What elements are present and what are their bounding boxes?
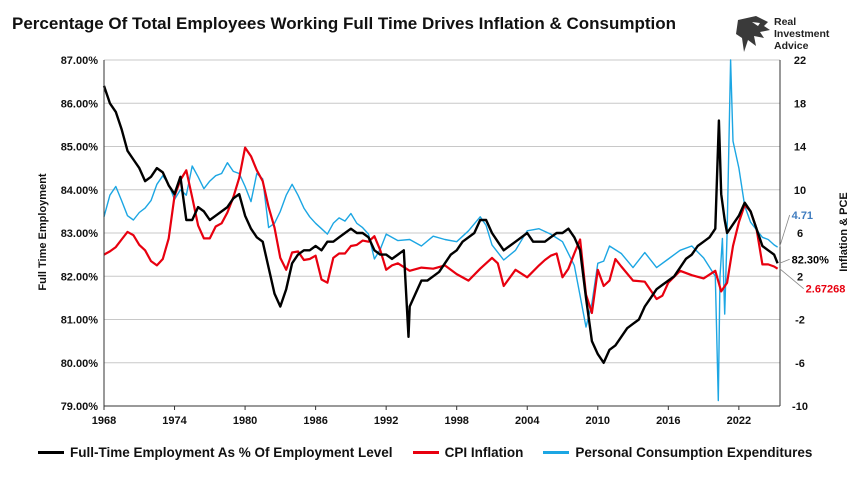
y-tick-right: -2 xyxy=(795,315,805,327)
brand-line-3: Advice xyxy=(774,40,809,52)
y-axis-label-left: Full Time Employment xyxy=(37,173,49,290)
annotation-label: 4.71 xyxy=(792,210,813,222)
line-chart: 79.00% 80.00% 81.00% 82.00% 83.00% 84.00% 85.0… xyxy=(37,55,850,427)
annotation-label: 82.30% xyxy=(792,254,830,266)
eagle-head-icon xyxy=(736,16,770,52)
gridlines xyxy=(104,59,780,407)
series-cpi-line xyxy=(103,146,779,315)
x-tick: 2004 xyxy=(515,415,540,427)
series-employment-line xyxy=(102,85,779,364)
brand-line-1: Real xyxy=(774,16,797,28)
y-tick-right: 2 xyxy=(797,271,803,283)
legend-label: CPI Inflation xyxy=(444,444,524,460)
axes xyxy=(103,60,781,407)
y-tick-left: 79.00% xyxy=(61,401,99,413)
chart-title: Percentage Of Total Employees Working Fu… xyxy=(12,14,677,33)
y-tick-right: -10 xyxy=(792,401,808,413)
x-tick: 1986 xyxy=(303,415,327,427)
x-tick: 1974 xyxy=(162,415,187,427)
y-tick-left: 85.00% xyxy=(61,142,99,154)
y-tick-left: 81.00% xyxy=(61,315,99,327)
right-axis-ticks: -10 -6 -2 2 6 10 14 18 22 xyxy=(792,55,808,413)
y-tick-right: 10 xyxy=(794,185,806,197)
legend-label: Full-Time Employment As % Of Employment … xyxy=(70,444,393,460)
x-axis-ticks: 1968 1974 1980 1986 1992 1998 2004 2010 2016 2022 xyxy=(92,406,751,427)
legend-item: Personal Consumption Expenditures xyxy=(543,445,812,460)
y-tick-left: 80.00% xyxy=(61,358,99,370)
brand-name: Real Investment Advice xyxy=(774,16,829,52)
y-tick-right: 14 xyxy=(794,142,807,154)
x-tick: 1992 xyxy=(374,415,398,427)
legend-swatch xyxy=(543,450,570,454)
legend-label: Personal Consumption Expenditures xyxy=(575,444,813,460)
end-value-annotations: 82.30% 4.71 2.67268 xyxy=(779,210,846,296)
y-tick-left: 82.00% xyxy=(61,271,99,283)
x-tick: 1968 xyxy=(92,415,116,427)
x-tick: 1998 xyxy=(444,415,468,427)
x-tick: 2016 xyxy=(656,415,680,427)
y-tick-left: 83.00% xyxy=(61,228,99,240)
x-tick: 2010 xyxy=(586,415,610,427)
legend-swatch xyxy=(38,450,64,454)
y-tick-right: 22 xyxy=(794,55,806,67)
annotation-leader xyxy=(779,214,791,248)
x-tick: 2022 xyxy=(727,415,751,427)
series-pce-line xyxy=(103,59,778,402)
legend: Full-Time Employment As % Of Employment … xyxy=(38,440,858,464)
legend-item: Full-Time Employment As % Of Employment … xyxy=(38,445,393,460)
legend-item: CPI Inflation xyxy=(412,444,524,460)
series-layer xyxy=(102,59,779,402)
y-axis-label-right: Inflation & PCE xyxy=(838,192,850,271)
brand-line-2: Investment xyxy=(774,28,830,40)
x-tick: 1980 xyxy=(233,415,257,427)
annotation-leader xyxy=(779,268,804,289)
left-axis-ticks: 79.00% 80.00% 81.00% 82.00% 83.00% 84.00% 85.0… xyxy=(61,55,99,413)
y-tick-left: 86.00% xyxy=(61,98,99,110)
brand-logo: Real Investment Advice xyxy=(734,14,854,58)
annotation-leader xyxy=(779,258,790,264)
y-tick-left: 87.00% xyxy=(61,55,99,67)
legend-swatch xyxy=(412,450,439,454)
y-tick-left: 84.00% xyxy=(61,185,99,197)
annotation-label: 2.67268 xyxy=(806,284,846,296)
y-tick-right: 18 xyxy=(794,98,806,110)
y-tick-right: -6 xyxy=(795,358,805,370)
y-tick-right: 6 xyxy=(797,228,803,240)
